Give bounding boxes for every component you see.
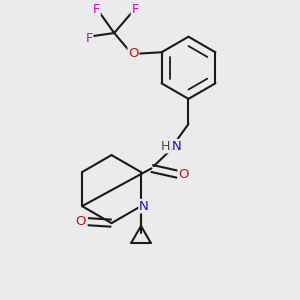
Text: O: O — [128, 47, 139, 60]
Text: F: F — [131, 3, 139, 16]
Text: N: N — [172, 140, 182, 153]
Text: N: N — [139, 200, 149, 213]
Text: F: F — [85, 32, 93, 45]
Text: H: H — [161, 140, 170, 153]
Text: F: F — [93, 3, 100, 16]
Text: O: O — [178, 168, 189, 181]
Text: O: O — [75, 215, 86, 228]
